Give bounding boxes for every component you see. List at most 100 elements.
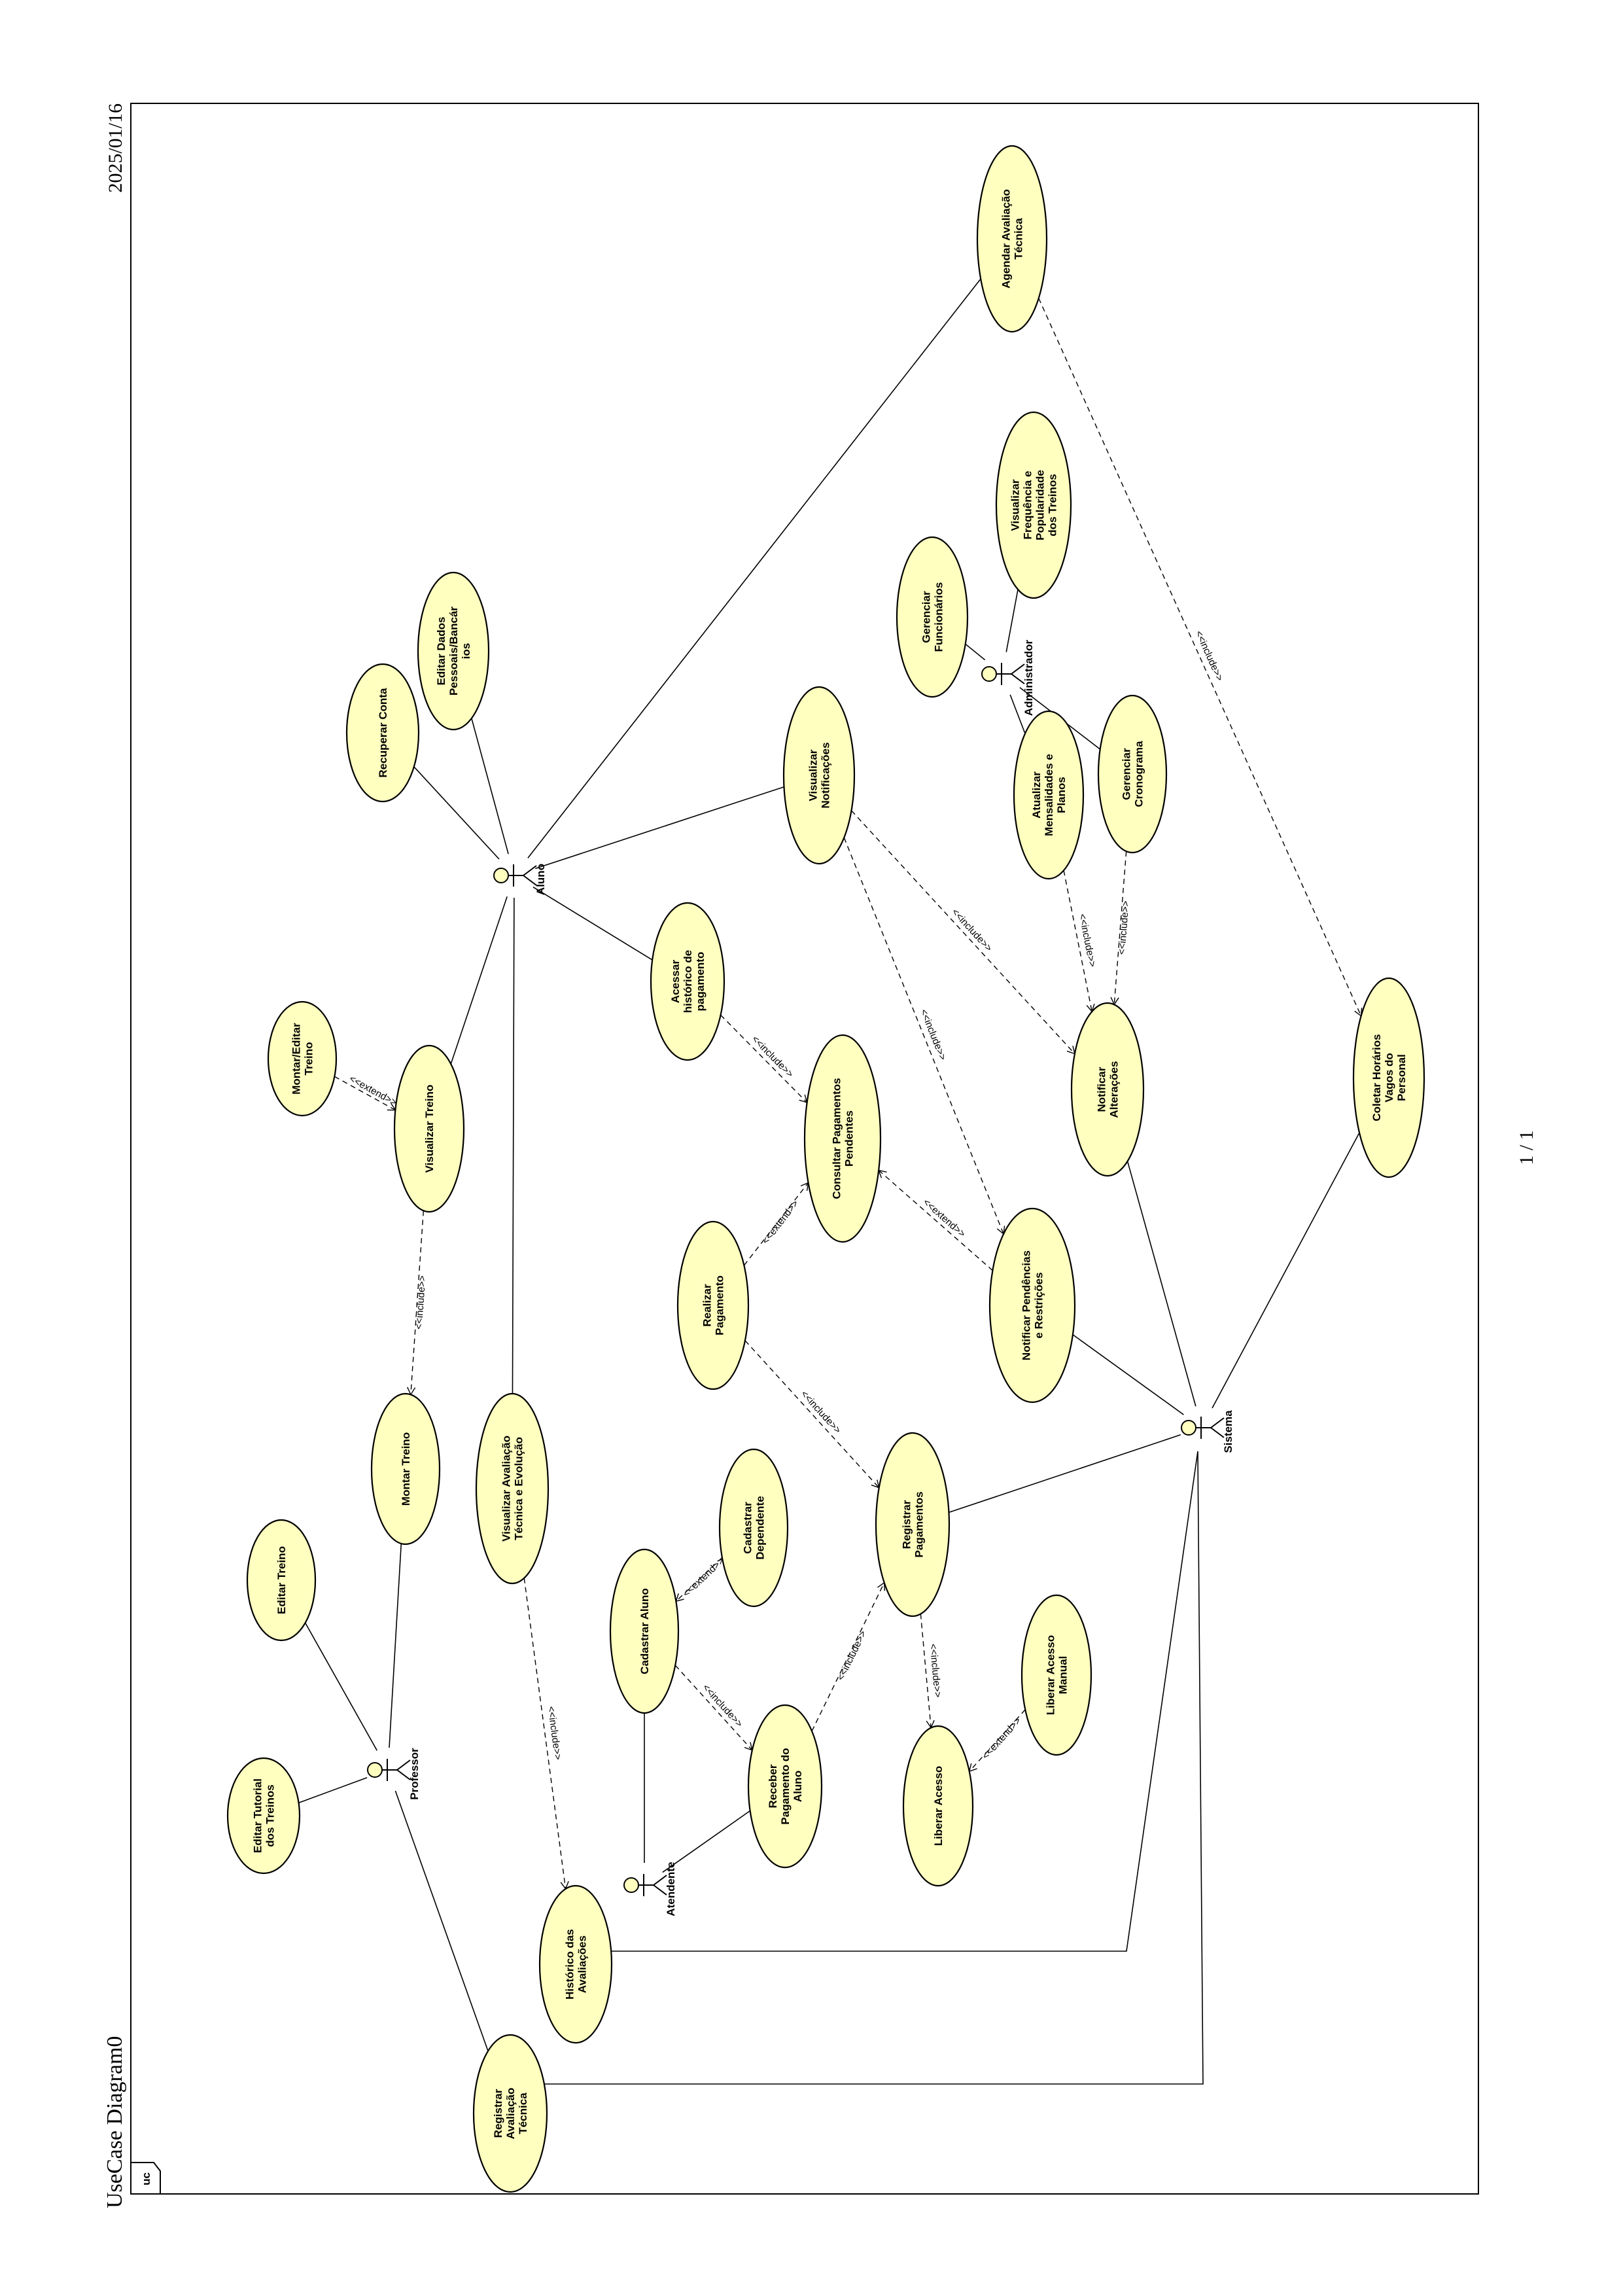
usecase-montar-editar-treino[interactable]: Montar/EditarTreino: [267, 1000, 338, 1117]
usecase-consultar-pagamentos[interactable]: Consultar PagamentosPendentes: [803, 1034, 882, 1243]
usecase-montar-treino[interactable]: Montar Treino: [370, 1392, 441, 1545]
actor-figure-icon: [981, 663, 1025, 685]
usecase-registrar-avaliacao[interactable]: RegistrarAvaliaçãoTécnica: [472, 2034, 548, 2193]
usecase-agendar-avaliacao[interactable]: Agendar AvaliaçãoTécnica: [976, 145, 1048, 333]
include-registrar_pagamentos-liberar_acesso: [920, 1614, 935, 1729]
usecase-coletar-horarios[interactable]: Coletar HoráriosVagos doPersonal: [1352, 977, 1425, 1178]
actor-sistema[interactable]: Sistema: [1181, 1410, 1234, 1453]
usecase-editar-treino[interactable]: Editar Treino: [246, 1519, 317, 1642]
actor-label: Sistema: [1222, 1410, 1234, 1453]
actor-aluno[interactable]: Aluno: [493, 864, 547, 895]
include-acessar_historico-consultar_pagamentos: [720, 1014, 808, 1103]
actor-atendente[interactable]: Atendente: [623, 1862, 677, 1916]
actor-label: Professor: [408, 1748, 421, 1800]
usecase-label: VisualizarFrequência ePopularidadedos Tr…: [1009, 470, 1059, 540]
usecase-label: Agendar AvaliaçãoTécnica: [1000, 189, 1025, 289]
usecase-cadastrar-aluno[interactable]: Cadastrar Aluno: [609, 1548, 680, 1714]
include-visualizar_notificacoes-notificar_alteracoes: [850, 810, 1075, 1055]
frame-tag-box: [130, 2162, 161, 2194]
association-sistema-registrar_pagamentos: [949, 1434, 1181, 1513]
usecase-visualizar-frequencia[interactable]: VisualizarFrequência ePopularidadedos Tr…: [995, 411, 1072, 599]
extend-label: <<extend>>: [681, 1555, 727, 1600]
include-label: <<include>>: [1116, 900, 1131, 955]
usecase-gerenciar-cronograma[interactable]: GerenciarCronograma: [1097, 694, 1168, 854]
usecase-shape: [896, 536, 969, 698]
usecase-acessar-historico[interactable]: Acessarhistórico depagamento: [650, 902, 725, 1061]
association-atendente-receber_pagamento: [662, 1810, 751, 1873]
usecase-historico-avaliacoes[interactable]: Histórico dasAvaliações: [538, 1884, 613, 2044]
association-aluno-editar_dados: [471, 718, 509, 855]
association-professor-registrar_avaliacao: [394, 1790, 489, 2051]
usecase-editar-dados[interactable]: Editar DadosPessoais/Bancários: [417, 571, 490, 731]
association-aluno-visualizar_avaliacao: [512, 897, 515, 1394]
usecase-gerenciar-funcionarios[interactable]: GerenciarFuncionários: [896, 536, 969, 698]
usecase-label: AtualizarMensalidades ePlanos: [1030, 754, 1068, 836]
usecase-visualizar-notificacoes[interactable]: VisualizarNotificações: [782, 686, 856, 865]
include-label: <<include>>: [949, 906, 994, 953]
usecase-shape: [803, 1034, 882, 1243]
include-atualizar_mensalidades-notificar_alteracoes: [1063, 870, 1095, 1013]
association-aluno-agendar_avaliacao: [527, 278, 981, 858]
usecase-atualizar-mensalidades[interactable]: AtualizarMensalidades ePlanos: [1013, 710, 1085, 880]
usecase-shape: [472, 2034, 548, 2193]
extend-realizar_pagamento-consultar_pagamentos: [743, 1182, 809, 1266]
include-cadastrar_aluno-receber_pagamento: [674, 1665, 753, 1751]
usecase-liberar-acesso[interactable]: Liberar Acesso: [902, 1725, 974, 1887]
usecase-visualizar-avaliacao[interactable]: Visualizar AvaliaçãoTécnica e Evolução: [475, 1392, 550, 1585]
extend-liberar_acesso_manual-liberar_acesso: [968, 1709, 1026, 1773]
actor-label: Aluno: [534, 864, 547, 895]
usecase-label: Visualizar Treino: [423, 1085, 436, 1173]
usecase-label: CadastrarDependente: [742, 1496, 767, 1559]
usecase-shape: [902, 1725, 974, 1887]
usecase-shape: [718, 1448, 789, 1608]
association-professor-editar_treino: [304, 1622, 378, 1751]
diagram-date: 2025/01/16: [105, 103, 126, 193]
actor-professor[interactable]: Professor: [367, 1748, 421, 1800]
association-administrador-gerenciar_funcionarios: [965, 643, 986, 661]
usecase-shape: [370, 1392, 441, 1545]
usecase-label: Consultar PagamentosPendentes: [831, 1078, 856, 1199]
usecase-label: Acessarhistórico depagamento: [669, 950, 707, 1013]
usecase-shape: [267, 1000, 338, 1117]
usecase-editar-tutorial[interactable]: Editar Tutorialdos Treinos: [226, 1757, 301, 1875]
usecase-label: Coletar HoráriosVagos doPersonal: [1370, 1034, 1408, 1121]
usecase-label: Histórico dasAvaliações: [564, 1929, 589, 2000]
association-aluno-acessar_historico: [532, 887, 653, 961]
usecase-liberar-acesso-manual[interactable]: Liberar AcessoManual: [1021, 1594, 1092, 1756]
usecase-notificar-pendencias[interactable]: Notificar Pendênciase Restrições: [988, 1207, 1076, 1404]
include-label: <<include>>: [835, 1629, 869, 1682]
usecase-shape: [676, 1220, 750, 1390]
usecase-label: Liberar AcessoManual: [1045, 1635, 1070, 1715]
include-realizar_pagamento-registrar_pagamentos: [744, 1340, 880, 1489]
usecase-shape: [226, 1757, 301, 1875]
actor-label: Atendente: [665, 1862, 677, 1916]
usecase-recuperar-conta[interactable]: Recuperar Conta: [345, 663, 420, 803]
usecase-shape: [782, 686, 856, 865]
usecase-shape: [875, 1432, 951, 1617]
usecase-shape: [976, 145, 1048, 333]
usecase-label: Montar Treino: [400, 1432, 412, 1506]
actor-figure-icon: [367, 1759, 411, 1781]
association-professor-montar_treino: [389, 1543, 402, 1748]
association-professor-editar_tutorial: [298, 1777, 368, 1804]
usecase-shape: [1097, 694, 1168, 854]
usecase-label: Editar Treino: [275, 1546, 288, 1614]
usecase-notificar-alteracoes[interactable]: NotificarAlterações: [1070, 1002, 1145, 1177]
include-visualizar_avaliacao-historico_avaliacoes: [523, 1578, 569, 1890]
extend-notificar_pendencias-consultar_pagamentos: [878, 1169, 993, 1271]
actor-administrador[interactable]: Administrador: [981, 640, 1035, 716]
include-label: <<include>>: [1077, 913, 1098, 968]
usecase-receber-pagamento[interactable]: ReceberPagamento doAluno: [747, 1704, 823, 1869]
usecase-realizar-pagamento[interactable]: RealizarPagamento: [676, 1220, 750, 1390]
usecase-visualizar-treino[interactable]: Visualizar Treino: [393, 1044, 465, 1213]
association-aluno-recuperar_conta: [413, 766, 500, 860]
usecase-label: RegistrarPagamentos: [901, 1491, 926, 1557]
usecase-label: VisualizarNotificações: [807, 742, 832, 808]
actor-figure-icon: [493, 864, 537, 887]
include-label: <<include>>: [700, 1682, 744, 1730]
extend-montar_editar_treino-visualizar_treino: [334, 1076, 396, 1111]
include-label: <<include>>: [546, 1706, 564, 1761]
usecase-registrar-pagamentos[interactable]: RegistrarPagamentos: [875, 1432, 951, 1617]
usecase-cadastrar-dependente[interactable]: CadastrarDependente: [718, 1448, 789, 1608]
